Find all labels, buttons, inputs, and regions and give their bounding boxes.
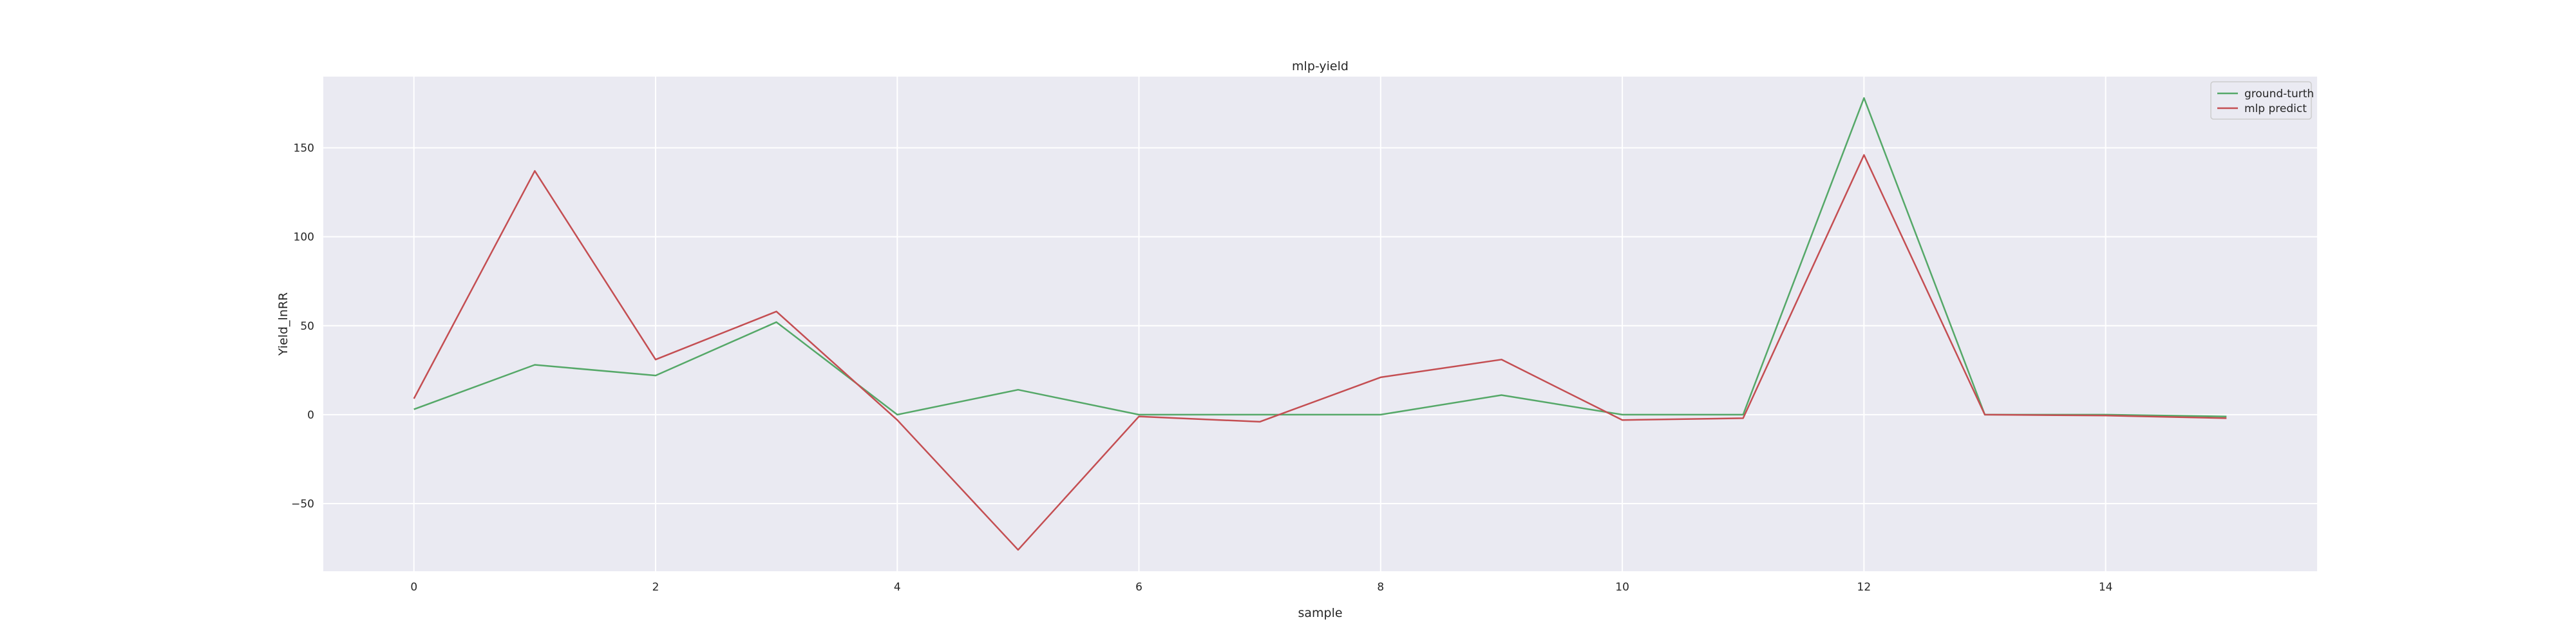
x-tick-label: 10: [1615, 581, 1629, 594]
y-tick-label: −50: [291, 498, 314, 511]
x-tick-label: 14: [2099, 581, 2113, 594]
series-line-mlp-predict: [413, 154, 2227, 551]
chart-title: mlp-yield: [1292, 59, 1349, 73]
y-axis-ticks: −50 0 50 100 150: [291, 142, 314, 511]
series-layer: [413, 97, 2227, 551]
x-axis-label: sample: [1298, 606, 1342, 620]
legend-label: ground-turth: [2244, 88, 2314, 100]
x-axis-ticks: 0 2 4 6 8 10 12 14: [410, 581, 2112, 594]
x-tick-label: 6: [1135, 581, 1142, 594]
x-tick-label: 2: [652, 581, 659, 594]
y-tick-label: 0: [307, 409, 314, 422]
y-axis-label: Yield_lnRR: [276, 292, 290, 356]
plot-area: [323, 77, 2317, 571]
x-tick-label: 0: [410, 581, 417, 594]
x-tick-label: 12: [1857, 581, 1871, 594]
x-tick-label: 4: [894, 581, 901, 594]
x-tick-label: 8: [1377, 581, 1384, 594]
series-line-ground-truth: [413, 97, 2227, 417]
y-tick-label: 150: [294, 142, 314, 155]
legend-box: [2210, 81, 2312, 120]
y-tick-label: 100: [294, 231, 314, 244]
legend-label: mlp predict: [2244, 102, 2307, 115]
y-tick-label: 50: [300, 320, 314, 333]
legend: ground-turth mlp predict: [2210, 81, 2314, 120]
